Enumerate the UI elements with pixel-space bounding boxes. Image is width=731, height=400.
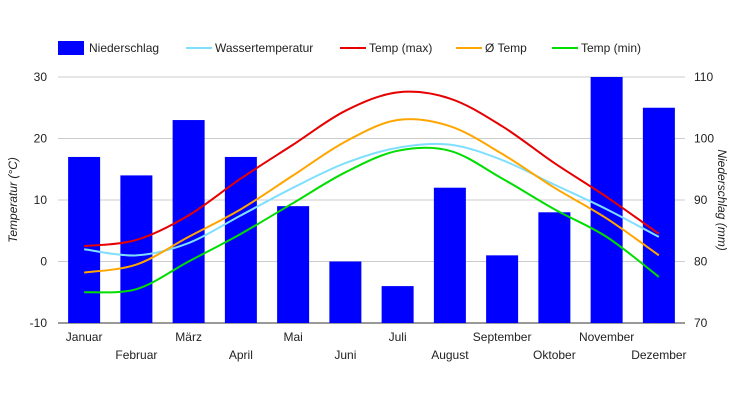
precipitation-bar bbox=[486, 255, 519, 323]
precipitation-bar bbox=[329, 261, 362, 323]
precipitation-bar bbox=[68, 156, 101, 323]
x-tick-label: März bbox=[175, 330, 202, 344]
legend-niederschlag-swatch bbox=[58, 41, 84, 55]
left-tick-label: 10 bbox=[34, 193, 48, 207]
precipitation-bar bbox=[538, 212, 571, 323]
legend: Niederschlag Wassertemperatur Temp (max) Ø … bbox=[58, 41, 641, 55]
legend-temp-min-label: Temp (min) bbox=[581, 41, 641, 55]
grid-lines bbox=[58, 76, 685, 324]
legend-temp-max-label: Temp (max) bbox=[369, 41, 432, 55]
water-temperature-line bbox=[84, 142, 660, 257]
precipitation-bar bbox=[590, 77, 623, 323]
precipitation-bar bbox=[433, 187, 466, 323]
left-tick-label: 30 bbox=[34, 70, 48, 84]
x-tick-label: November bbox=[579, 330, 634, 344]
x-tick-label: Juni bbox=[334, 348, 356, 362]
legend-temp-avg-label: Ø Temp bbox=[485, 41, 527, 55]
left-axis-title: Temperatur (°C) bbox=[6, 157, 20, 243]
right-tick-label: 90 bbox=[694, 193, 708, 207]
right-tick-label: 100 bbox=[694, 132, 714, 146]
left-tick-label: -10 bbox=[30, 316, 48, 330]
x-tick-label: August bbox=[431, 348, 469, 362]
x-tick-label: April bbox=[229, 348, 253, 362]
temperature-lines bbox=[83, 90, 660, 294]
x-tick-label: September bbox=[473, 330, 532, 344]
right-tick-label: 110 bbox=[694, 70, 713, 84]
x-tick-label: Mai bbox=[283, 330, 302, 344]
temp-avg-line bbox=[83, 118, 660, 274]
temp-max-line bbox=[84, 90, 660, 248]
axes: Temperatur (°C) Niederschlag (mm) -10 0 10… bbox=[6, 70, 729, 362]
right-tick-label: 80 bbox=[694, 255, 708, 269]
x-tick-label: Juli bbox=[389, 330, 407, 344]
right-axis-title: Niederschlag (mm) bbox=[715, 149, 729, 250]
precipitation-bar bbox=[120, 175, 153, 323]
precipitation-bar bbox=[381, 286, 414, 323]
x-tick-label: Dezember bbox=[631, 348, 686, 362]
precipitation-bar bbox=[642, 107, 675, 323]
x-tick-label: Oktober bbox=[533, 348, 576, 362]
precipitation-bar bbox=[277, 206, 310, 323]
x-tick-label: Januar bbox=[66, 330, 103, 344]
legend-wassertemperatur-label: Wassertemperatur bbox=[215, 41, 313, 55]
x-tick-label: Februar bbox=[115, 348, 157, 362]
precipitation-bars bbox=[68, 77, 675, 323]
left-tick-label: 20 bbox=[34, 132, 48, 146]
legend-niederschlag-label: Niederschlag bbox=[89, 41, 159, 55]
right-tick-label: 70 bbox=[694, 316, 708, 330]
left-tick-label: 0 bbox=[40, 255, 47, 269]
temp-min-line bbox=[84, 146, 660, 294]
